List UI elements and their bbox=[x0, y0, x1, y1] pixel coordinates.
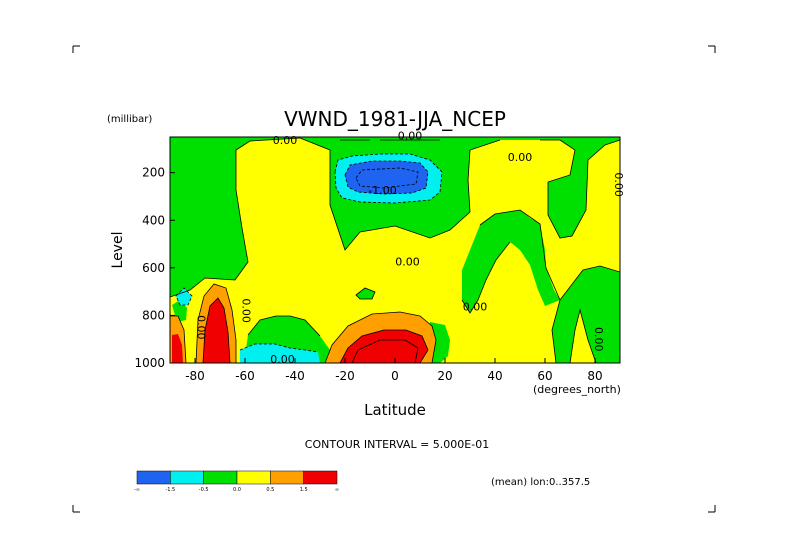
x-tick-label: -60 bbox=[235, 369, 255, 383]
legend-swatch bbox=[303, 470, 338, 485]
region-red-pole bbox=[172, 334, 183, 363]
contour-label: 0.00 bbox=[240, 298, 253, 323]
x-tick-label: 60 bbox=[537, 369, 552, 383]
x-tick-label: 80 bbox=[587, 369, 602, 383]
region-green-mid bbox=[462, 210, 560, 313]
x-units: (degrees_north) bbox=[533, 383, 621, 396]
contour-label: 0.00 bbox=[612, 172, 625, 197]
region-cyan-surface bbox=[240, 344, 320, 363]
legend-label: ∞ bbox=[335, 487, 339, 493]
x-tick-label: -40 bbox=[285, 369, 305, 383]
region-green-west bbox=[178, 150, 218, 280]
legend-label: 0.5 bbox=[266, 487, 274, 493]
contour-label: 0.00 bbox=[195, 315, 208, 340]
region-green-east bbox=[552, 266, 620, 363]
mean-text: (mean) lon:0..357.5 bbox=[491, 477, 590, 488]
region-green-patch bbox=[356, 288, 375, 299]
contour-label: -1.00 bbox=[368, 184, 396, 197]
region-red-tropic bbox=[340, 330, 428, 363]
y-units: (millibar) bbox=[107, 114, 152, 125]
contour-label: 0.00 bbox=[398, 129, 423, 142]
y-tick-label: 800 bbox=[142, 308, 165, 322]
color-legend: -∞ -1.5 -0.5 0.0 0.5 1.5 ∞ bbox=[134, 470, 339, 493]
region-yellow-main bbox=[170, 138, 620, 363]
contour-lines bbox=[170, 137, 620, 363]
legend-label: -1.5 bbox=[165, 487, 175, 493]
contour-label: 0.00 bbox=[270, 353, 295, 366]
y-tick-label: 600 bbox=[142, 261, 165, 275]
y-tick-label: 400 bbox=[142, 213, 165, 227]
y-tick-label: 1000 bbox=[134, 356, 165, 370]
legend-swatch bbox=[136, 470, 171, 485]
x-tick-label: -20 bbox=[335, 369, 355, 383]
legend-label: 0.0 bbox=[233, 487, 241, 493]
y-axis-label: Level bbox=[110, 232, 126, 269]
legend-swatch bbox=[236, 470, 271, 485]
y-axis: 200 400 600 800 1000 bbox=[134, 166, 175, 370]
contour-label: 0.00 bbox=[273, 134, 298, 147]
x-tick-label: 40 bbox=[487, 369, 502, 383]
x-tick-label: -80 bbox=[185, 369, 205, 383]
contour-field bbox=[170, 137, 620, 363]
contour-label: 0.00 bbox=[592, 327, 605, 352]
contour-label: 0.00 bbox=[395, 255, 420, 268]
legend-swatch bbox=[203, 470, 238, 485]
x-axis: -80 -60 -40 -20 0 20 40 60 80 bbox=[185, 358, 603, 383]
legend-swatch bbox=[170, 470, 204, 485]
contour-label: 0.00 bbox=[463, 301, 488, 314]
legend-label: -∞ bbox=[134, 487, 140, 493]
chart-title: VWND_1981-JJA_NCEP bbox=[284, 107, 506, 131]
x-tick-label: 20 bbox=[437, 369, 452, 383]
legend-label: 1.5 bbox=[300, 487, 308, 493]
region-green-lowright bbox=[430, 322, 450, 363]
x-tick-label: 0 bbox=[391, 369, 399, 383]
x-axis-label: Latitude bbox=[364, 401, 426, 419]
y-tick-label: 200 bbox=[142, 166, 165, 180]
legend-label: -0.5 bbox=[199, 487, 209, 493]
contour-label: 0.00 bbox=[508, 151, 533, 164]
region-red-polar bbox=[203, 298, 230, 363]
legend-swatch bbox=[270, 470, 304, 485]
dashed-contours bbox=[175, 153, 443, 353]
contour-interval-text: CONTOUR INTERVAL = 5.000E-01 bbox=[305, 438, 489, 451]
crop-marks bbox=[72, 45, 716, 513]
